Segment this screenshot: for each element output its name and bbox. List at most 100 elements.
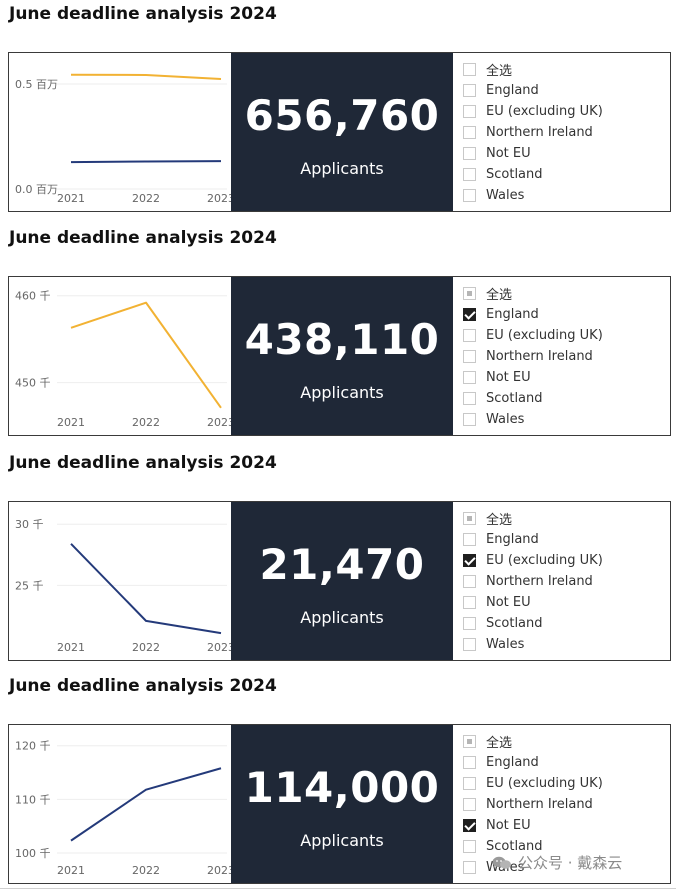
slicer-item-label: England (486, 307, 539, 322)
slicer-item[interactable]: Northern Ireland (463, 794, 663, 815)
y-tick-label: 30 千 (15, 518, 44, 531)
checkbox-icon[interactable] (463, 168, 476, 181)
y-tick-label: 450 千 (15, 377, 51, 390)
kpi-label: Applicants (300, 159, 384, 178)
report-card: 25 千 30 千 2021 2022 2023 21,470 Applicants 全选 En… (8, 501, 671, 661)
slicer-item-label: 全选 (486, 288, 513, 303)
slicer-item[interactable]: EU (excluding UK) (463, 325, 663, 346)
slicer-item-label: Scotland (486, 839, 543, 854)
checkbox-icon[interactable] (463, 63, 476, 76)
slicer-item-label: Northern Ireland (486, 125, 593, 140)
slicer-item[interactable]: 全选 (463, 508, 663, 529)
slicer-item[interactable]: Wales (463, 634, 663, 655)
kpi-label: Applicants (300, 831, 384, 850)
slicer-item-label: Not EU (486, 370, 531, 385)
slicer-item[interactable]: Scotland (463, 613, 663, 634)
checkbox-icon[interactable] (463, 371, 476, 384)
kpi-label: Applicants (300, 608, 384, 627)
slicer-item[interactable]: England (463, 529, 663, 550)
checkbox-checked-icon[interactable] (463, 308, 476, 321)
checkbox-icon[interactable] (463, 189, 476, 202)
slicer-item-label: Northern Ireland (486, 349, 593, 364)
checkbox-icon[interactable] (463, 861, 476, 874)
slicer-item[interactable]: Northern Ireland (463, 122, 663, 143)
report-card: 0.0 百万 0.5 百万 2021 2022 2023 656,760 Applicant… (8, 52, 671, 212)
slicer-item[interactable]: Scotland (463, 836, 663, 857)
slicer-item-label: 全选 (486, 736, 513, 751)
slicer-item-label: Scotland (486, 616, 543, 631)
slicer-item[interactable]: Wales (463, 409, 663, 430)
checkbox-icon[interactable] (463, 798, 476, 811)
checkbox-icon[interactable] (463, 756, 476, 769)
slicer-item[interactable]: 全选 (463, 731, 663, 752)
slicer-item-label: Not EU (486, 146, 531, 161)
checkbox-icon[interactable] (463, 533, 476, 546)
slicer-item[interactable]: 全选 (463, 283, 663, 304)
checkbox-checked-icon[interactable] (463, 819, 476, 832)
slicer-item[interactable]: Northern Ireland (463, 571, 663, 592)
x-tick-label: 2022 (132, 416, 160, 429)
checkbox-icon[interactable] (463, 84, 476, 97)
checkbox-icon[interactable] (463, 596, 476, 609)
slicer-item[interactable]: 全选 (463, 59, 663, 80)
series-line (70, 73, 222, 80)
line-chart: 100 千 110 千 120 千 2021 2022 2023 (9, 725, 231, 883)
y-tick-label: 100 千 (15, 847, 51, 860)
line-chart: 450 千 460 千 2021 2022 2023 (9, 277, 231, 435)
slicer-item[interactable]: EU (excluding UK) (463, 773, 663, 794)
watermark: 公众号 · 戴森云 (492, 852, 622, 873)
checkbox-icon[interactable] (463, 777, 476, 790)
slicer-item[interactable]: Not EU (463, 592, 663, 613)
line-chart: 0.0 百万 0.5 百万 2021 2022 2023 (9, 53, 231, 211)
slicer-item[interactable]: England (463, 752, 663, 773)
region-slicer: 全选 England EU (excluding UK) Northern Irela… (463, 59, 663, 206)
checkbox-icon[interactable] (463, 413, 476, 426)
checkbox-icon[interactable] (463, 329, 476, 342)
checkbox-icon[interactable] (463, 735, 476, 748)
panel-title: June deadline analysis 2024 (9, 228, 277, 248)
wechat-icon (492, 856, 511, 869)
line-chart: 25 千 30 千 2021 2022 2023 (9, 502, 231, 660)
checkbox-icon[interactable] (463, 147, 476, 160)
kpi-card: 438,110 Applicants (231, 277, 453, 435)
slicer-item[interactable]: England (463, 80, 663, 101)
x-tick-label: 2021 (57, 416, 85, 429)
checkbox-icon[interactable] (463, 287, 476, 300)
checkbox-icon[interactable] (463, 575, 476, 588)
checkbox-icon[interactable] (463, 392, 476, 405)
slicer-item[interactable]: Scotland (463, 164, 663, 185)
kpi-card: 21,470 Applicants (231, 502, 453, 660)
slicer-item[interactable]: Northern Ireland (463, 346, 663, 367)
slicer-item[interactable]: England (463, 304, 663, 325)
slicer-item-label: Wales (486, 188, 525, 203)
slicer-item[interactable]: EU (excluding UK) (463, 101, 663, 122)
series-line (70, 301, 222, 409)
slicer-item[interactable]: Not EU (463, 143, 663, 164)
checkbox-icon[interactable] (463, 350, 476, 363)
slicer-item-label: Wales (486, 637, 525, 652)
checkbox-checked-icon[interactable] (463, 554, 476, 567)
checkbox-icon[interactable] (463, 617, 476, 630)
slicer-item[interactable]: Not EU (463, 367, 663, 388)
slicer-item[interactable]: Not EU (463, 815, 663, 836)
checkbox-icon[interactable] (463, 638, 476, 651)
slicer-item-label: Northern Ireland (486, 797, 593, 812)
slicer-item[interactable]: EU (excluding UK) (463, 550, 663, 571)
kpi-label: Applicants (300, 383, 384, 402)
region-slicer: 全选 England EU (excluding UK) Northern Irela… (463, 283, 663, 430)
slicer-item[interactable]: Scotland (463, 388, 663, 409)
checkbox-icon[interactable] (463, 840, 476, 853)
slicer-item-label: Wales (486, 412, 525, 427)
slicer-item[interactable]: Wales (463, 185, 663, 206)
x-tick-label: 2023 (207, 416, 231, 429)
chart-svg: 450 千 460 千 2021 2022 2023 (15, 290, 231, 429)
slicer-item-label: England (486, 83, 539, 98)
x-tick-label: 2023 (207, 864, 231, 877)
slicer-item-label: England (486, 532, 539, 547)
checkbox-icon[interactable] (463, 512, 476, 525)
checkbox-icon[interactable] (463, 105, 476, 118)
x-tick-label: 2022 (132, 641, 160, 654)
chart-svg: 100 千 110 千 120 千 2021 2022 2023 (15, 740, 231, 877)
report-card: 100 千 110 千 120 千 2021 2022 2023 114,000 Applic… (8, 724, 671, 884)
checkbox-icon[interactable] (463, 126, 476, 139)
